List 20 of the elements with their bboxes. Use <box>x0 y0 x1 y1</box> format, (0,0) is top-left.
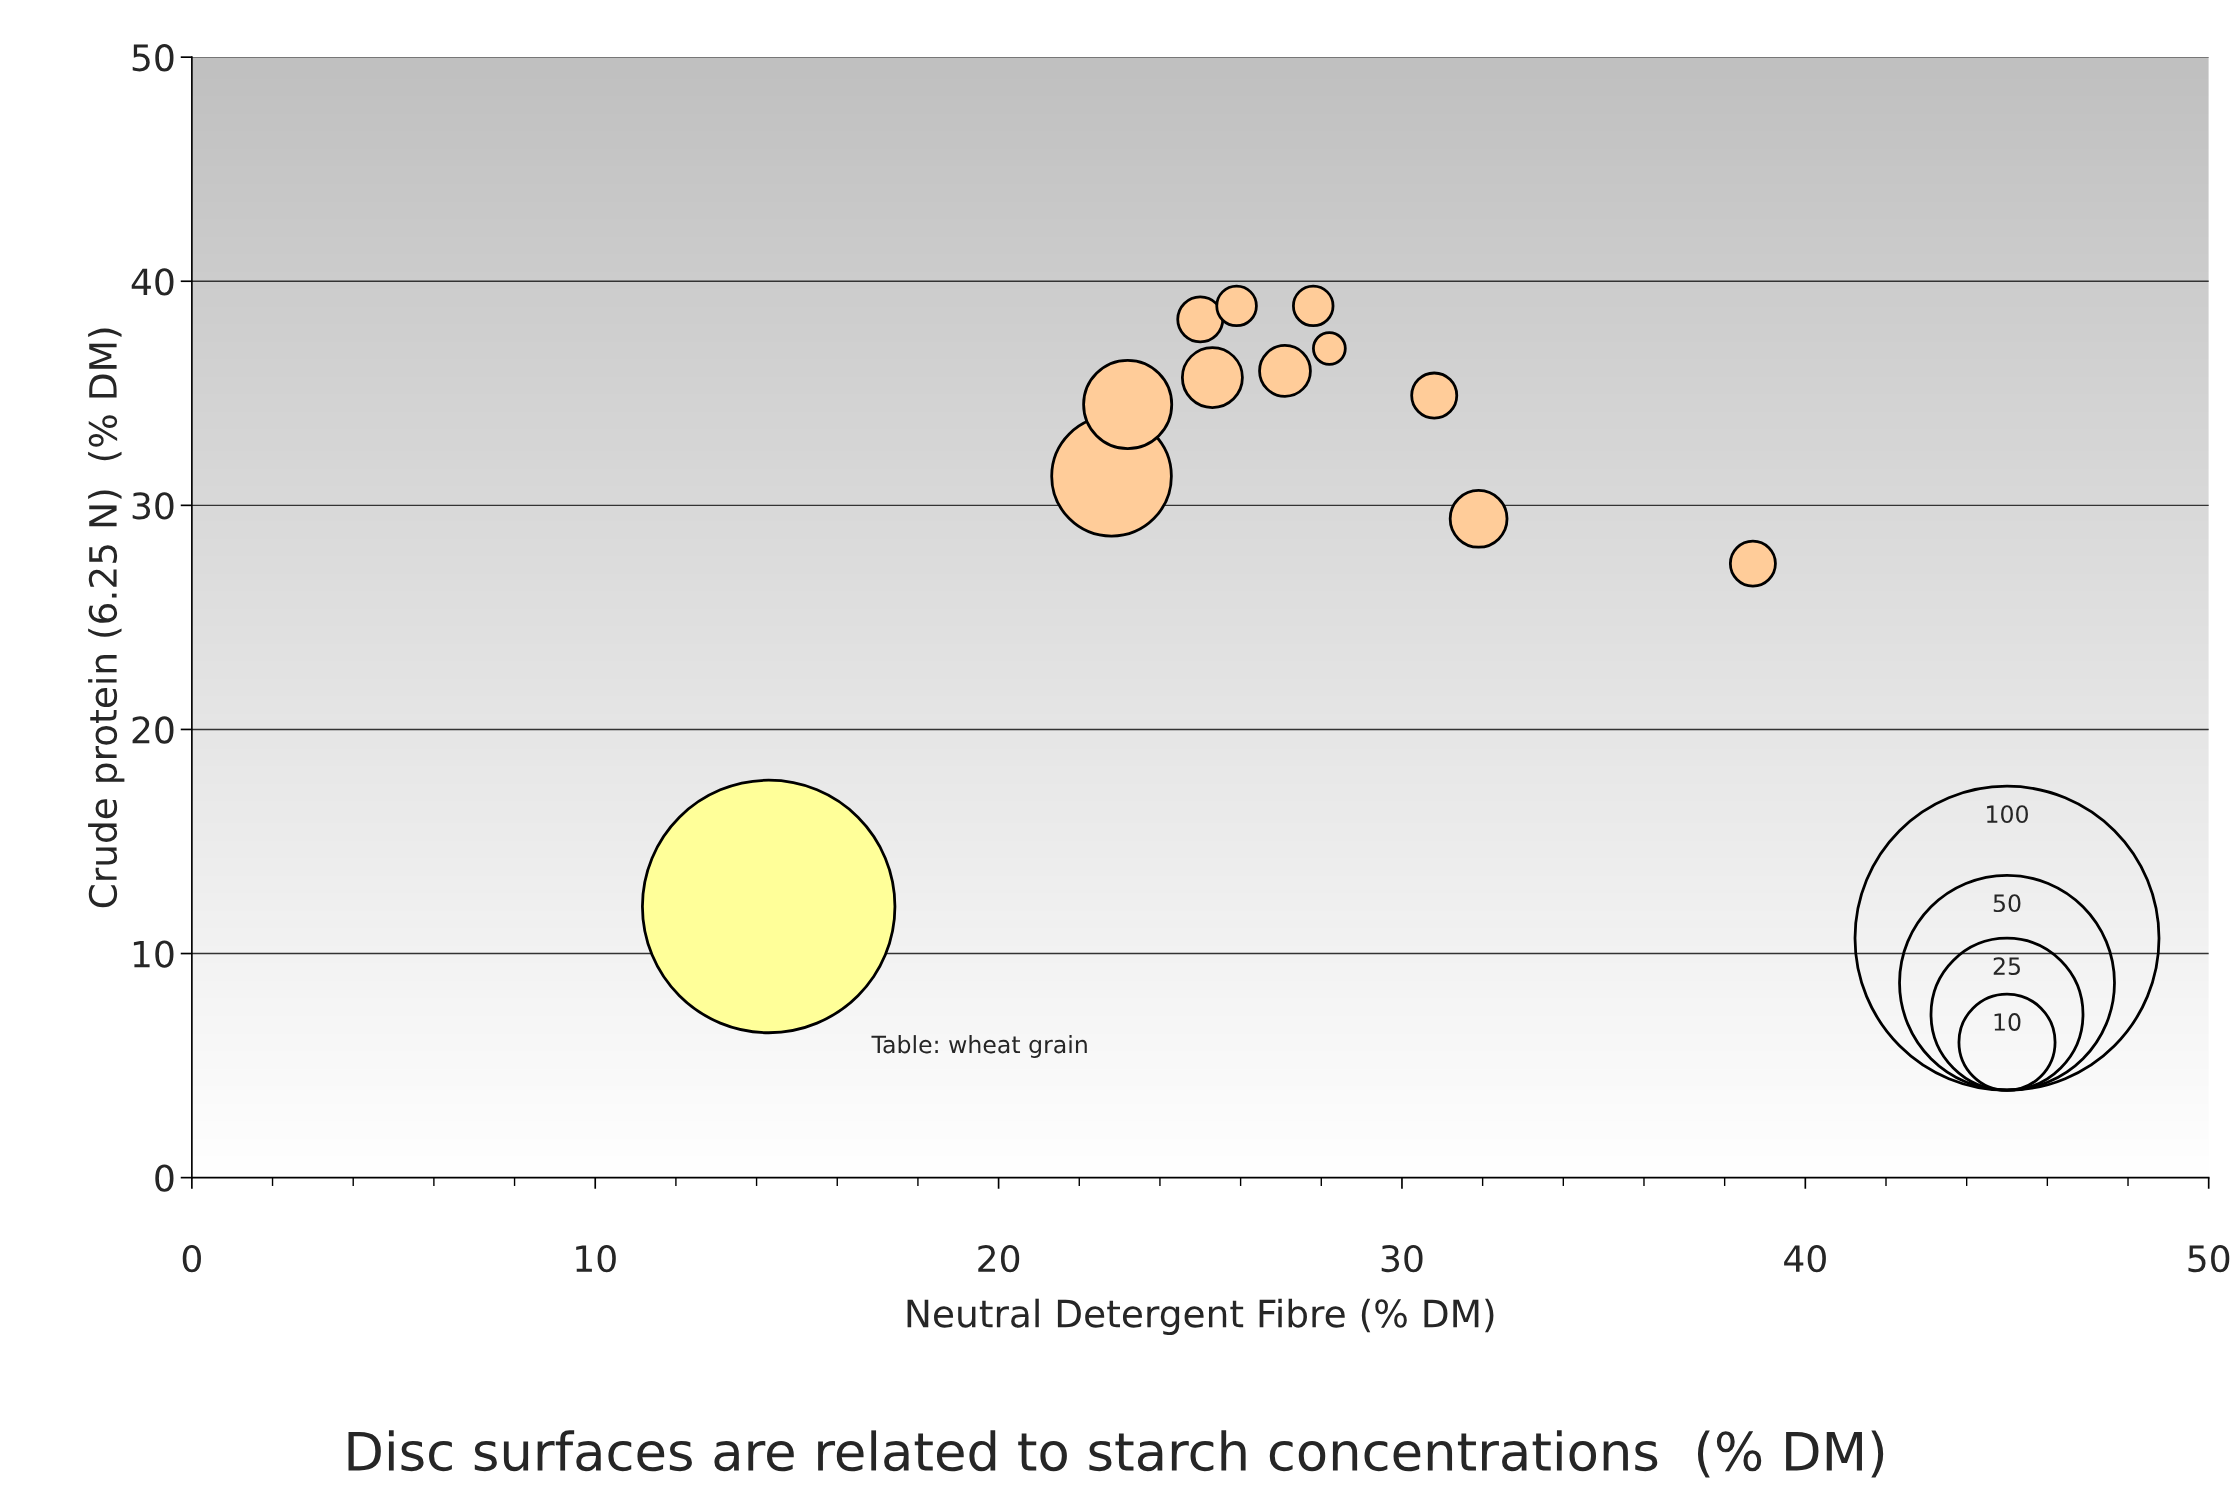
legend-label: 50 <box>1993 894 2021 913</box>
x-tick-label: 20 <box>978 1244 1020 1273</box>
legend-label: 10 <box>1994 1013 2021 1031</box>
x-axis-title: Neutral Detergent Fibre (% DM) <box>907 1298 1494 1335</box>
x-tick-label: 40 <box>1784 1244 1826 1273</box>
y-tick-label: 0 <box>155 1164 174 1192</box>
x-tick-label: 30 <box>1381 1244 1423 1273</box>
x-tick-label: 10 <box>576 1244 616 1273</box>
text: Disc surfaces are related to starch concentrations (% DM) <box>348 1430 1884 1478</box>
annotation: Table: wheat grain <box>871 1035 1087 1058</box>
y-tick-label: 40 <box>131 268 174 296</box>
x-tick-label: 0 <box>182 1244 201 1273</box>
legend-label: 25 <box>1993 957 2020 976</box>
y-tick-label: 30 <box>132 492 174 520</box>
y-tick-label: 20 <box>132 716 174 744</box>
y-axis-title: Crude protein (6.25 N) (% DM) <box>88 328 125 908</box>
legend-label: 100 <box>1987 805 2028 824</box>
y-tick-label: 50 <box>132 44 174 72</box>
x-tick-label: 50 <box>2188 1244 2230 1273</box>
y-tick-label: 10 <box>133 940 174 968</box>
